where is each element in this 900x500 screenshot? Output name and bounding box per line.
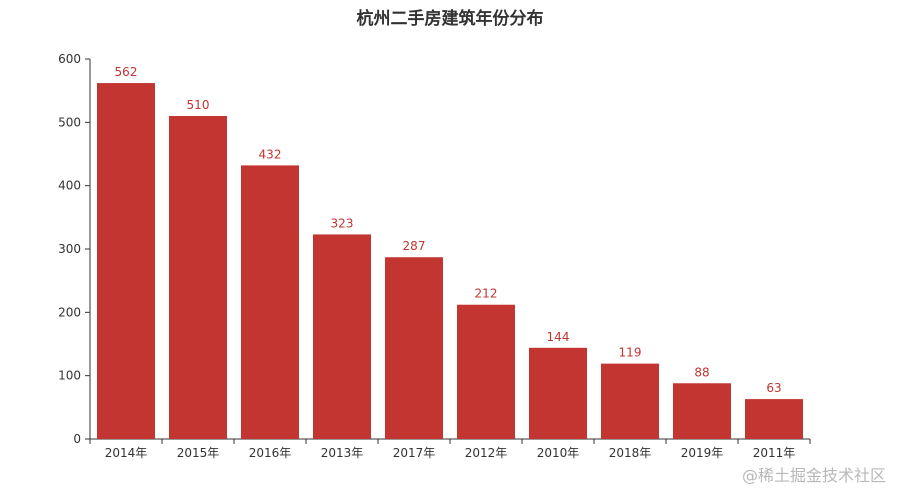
x-tick-label: 2014年	[105, 446, 148, 460]
x-tick-label: 2012年	[465, 446, 508, 460]
data-label: 287	[403, 239, 426, 253]
y-tick-label: 0	[73, 432, 81, 446]
chart-title: 杭州二手房建筑年份分布	[356, 9, 544, 29]
data-label: 63	[766, 381, 781, 395]
data-label: 144	[547, 330, 570, 344]
y-tick-label: 100	[58, 369, 81, 383]
x-tick-label: 2011年	[753, 446, 796, 460]
bar	[457, 304, 515, 439]
data-label: 562	[115, 65, 138, 79]
bar	[97, 83, 155, 440]
data-label: 432	[259, 147, 282, 161]
x-tick-label: 2013年	[321, 446, 364, 460]
bar	[385, 257, 443, 439]
y-tick-label: 300	[58, 242, 81, 256]
bar	[601, 363, 659, 439]
bar	[169, 116, 227, 439]
bar	[529, 347, 587, 439]
bar	[745, 399, 803, 439]
x-tick-label: 2016年	[249, 446, 292, 460]
y-tick-label: 600	[58, 52, 81, 66]
data-label: 88	[694, 365, 709, 379]
y-tick-label: 500	[58, 115, 81, 129]
watermark: @稀土掘金技术社区	[741, 466, 886, 485]
data-label: 510	[187, 98, 210, 112]
data-label: 212	[475, 287, 498, 301]
x-tick-label: 2019年	[681, 446, 724, 460]
data-label: 323	[331, 216, 354, 230]
y-tick-label: 200	[58, 305, 81, 319]
x-tick-label: 2017年	[393, 446, 436, 460]
bar	[241, 165, 299, 439]
x-tick-label: 2018年	[609, 446, 652, 460]
x-tick-label: 2010年	[537, 446, 580, 460]
x-tick-label: 2015年	[177, 446, 220, 460]
bar	[673, 383, 731, 439]
y-tick-label: 400	[58, 179, 81, 193]
data-label: 119	[619, 346, 642, 360]
bar	[313, 234, 371, 439]
